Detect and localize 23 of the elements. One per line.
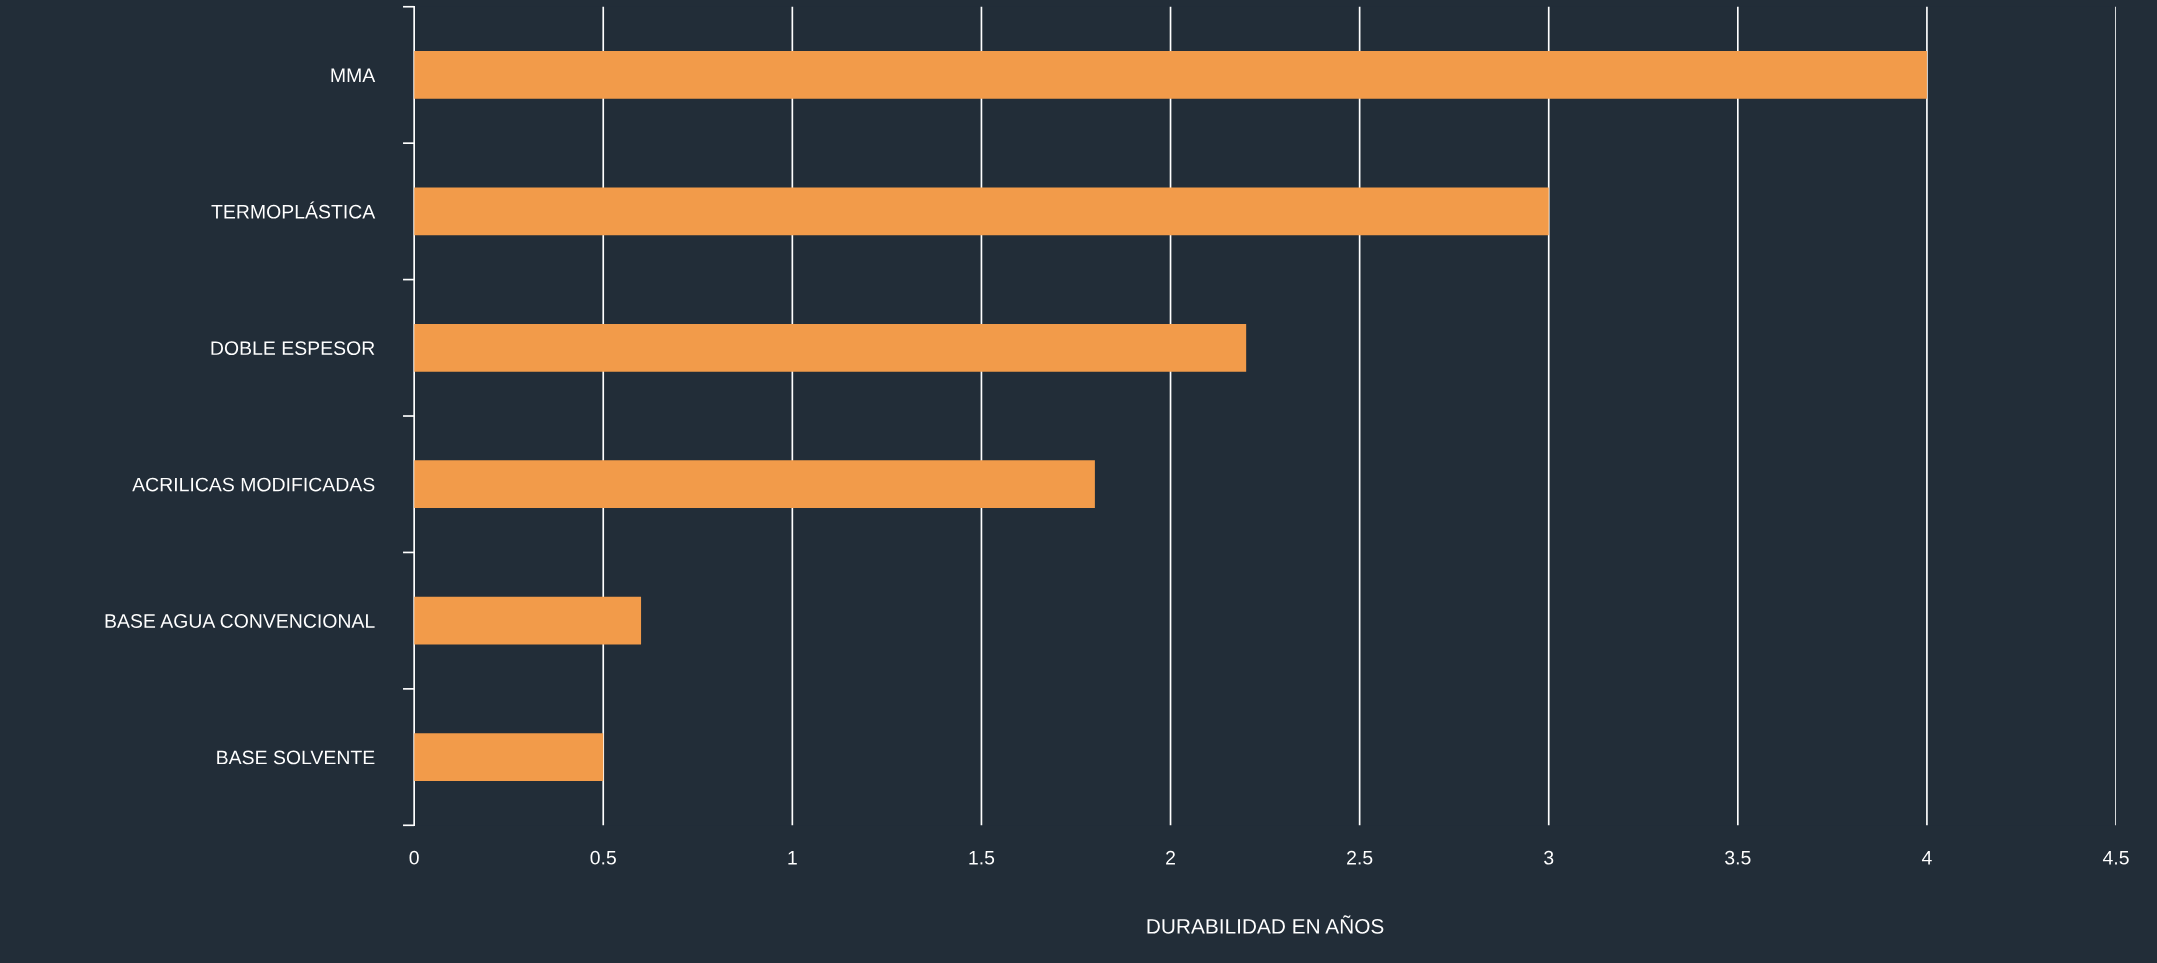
bar [414, 596, 642, 645]
bar [414, 733, 604, 781]
y-tick-label: BASE SOLVENTE [217, 750, 375, 765]
x-tick-label: 1 [788, 851, 797, 865]
x-axis-title: DURABILIDAD EN AÑOS [1147, 915, 1384, 934]
bar [414, 51, 1927, 99]
y-tick-label: TERMOPLÁSTICA [211, 201, 376, 219]
x-tick-label: 4 [1921, 851, 1932, 865]
bar [414, 323, 1247, 372]
x-tick-label: 3.5 [1725, 850, 1751, 865]
bar [414, 187, 1549, 236]
x-tick-label: 2 [1166, 850, 1175, 865]
x-tick-label: 3 [1544, 850, 1554, 865]
x-tick-label: 2.5 [1347, 850, 1373, 865]
y-tick-label: DOBLE ESPESOR [211, 341, 375, 356]
y-tick-label: BASE AGUA CONVENCIONAL [105, 614, 375, 628]
x-tick-label: 0 [409, 850, 419, 865]
bar [414, 460, 1095, 509]
y-tick-label: MMA [331, 68, 376, 82]
x-tick-label: 1.5 [969, 851, 995, 865]
x-tick-label: 4.5 [2102, 851, 2129, 865]
y-tick-label: ACRILICAS MODIFICADAS [132, 477, 375, 492]
x-tick-label: 0.5 [590, 850, 616, 865]
